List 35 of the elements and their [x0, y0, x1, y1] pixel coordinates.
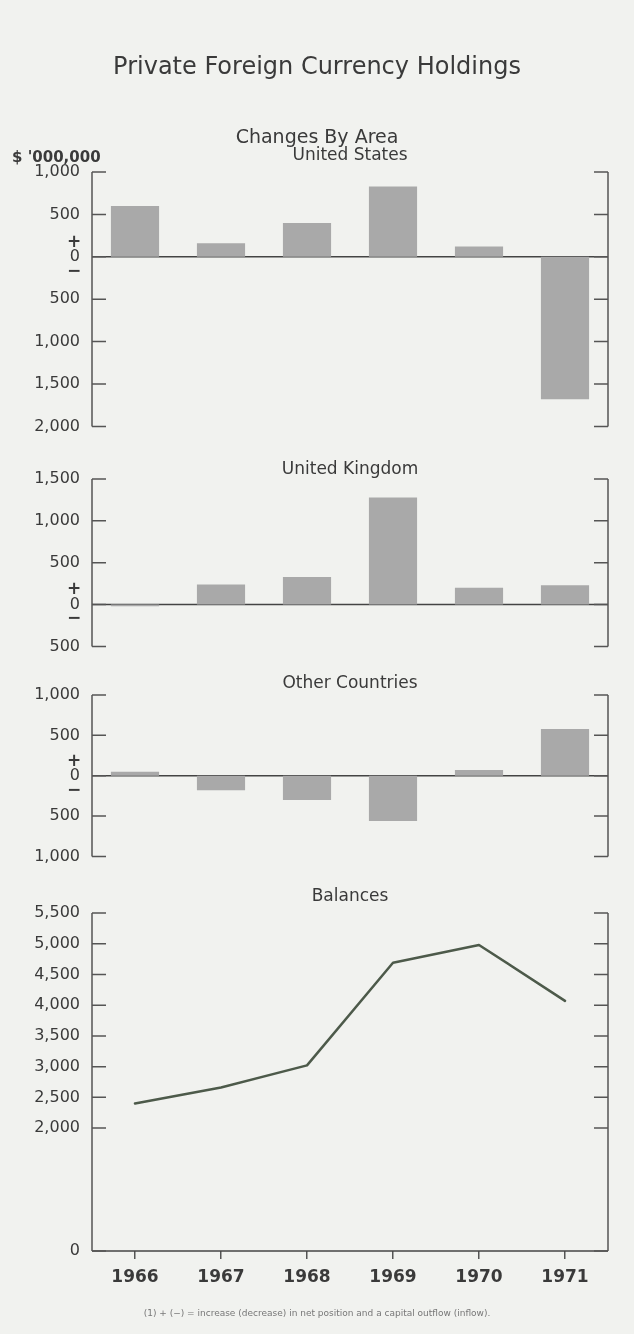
y-tick-label: 2,500	[34, 1086, 80, 1106]
y-tick-label: 5,500	[34, 902, 80, 922]
y-tick-label: 1,500	[34, 373, 80, 393]
y-tick-label: 3,500	[34, 1025, 80, 1045]
y-tick-label: 500	[49, 551, 80, 571]
x-tick-label: 1968	[283, 1265, 331, 1286]
y-tick-label: 500	[49, 724, 80, 744]
text: Balances	[311, 885, 389, 905]
y-tick-label: 1,500	[34, 468, 80, 488]
y-tick-label: 1,000	[34, 330, 80, 350]
text: (1) + (−) = increase (decrease) in net position and a capital outflow (inflow).	[143, 1308, 491, 1318]
y-tick-label: 500	[49, 805, 80, 825]
y-tick-label: 500	[49, 635, 80, 655]
y-tick-label: 500	[49, 203, 80, 223]
y-tick-label: 2,000	[34, 415, 80, 435]
chart-subtitle: Changes By Area	[235, 125, 399, 147]
y-tick-label: 0	[69, 593, 80, 613]
y-tick-label: 2,000	[34, 1117, 80, 1137]
y-tick-label: 500	[49, 288, 80, 308]
y-tick-label: 1,000	[34, 684, 80, 704]
chart-title: Private Foreign Currency Holdings	[113, 52, 521, 80]
y-tick-label: 1,000	[34, 510, 80, 530]
text: Other Countries	[282, 672, 418, 692]
series-label: United Kingdom	[281, 458, 419, 478]
y-tick-label: 4,000	[34, 994, 80, 1014]
y-tick-label: 4,500	[34, 963, 80, 983]
x-tick-label: 1967	[197, 1265, 245, 1286]
x-tick-label: 1970	[455, 1265, 503, 1286]
y-tick-label: 3,000	[34, 1055, 80, 1075]
y-tick-label: 1,000	[34, 845, 80, 865]
x-tick-label: 1966	[111, 1265, 159, 1286]
x-tick-label: 1969	[369, 1265, 417, 1286]
x-tick-label: 1971	[541, 1265, 589, 1286]
y-tick-label: 5,000	[34, 932, 80, 952]
y-tick-label: 0	[69, 1240, 80, 1260]
